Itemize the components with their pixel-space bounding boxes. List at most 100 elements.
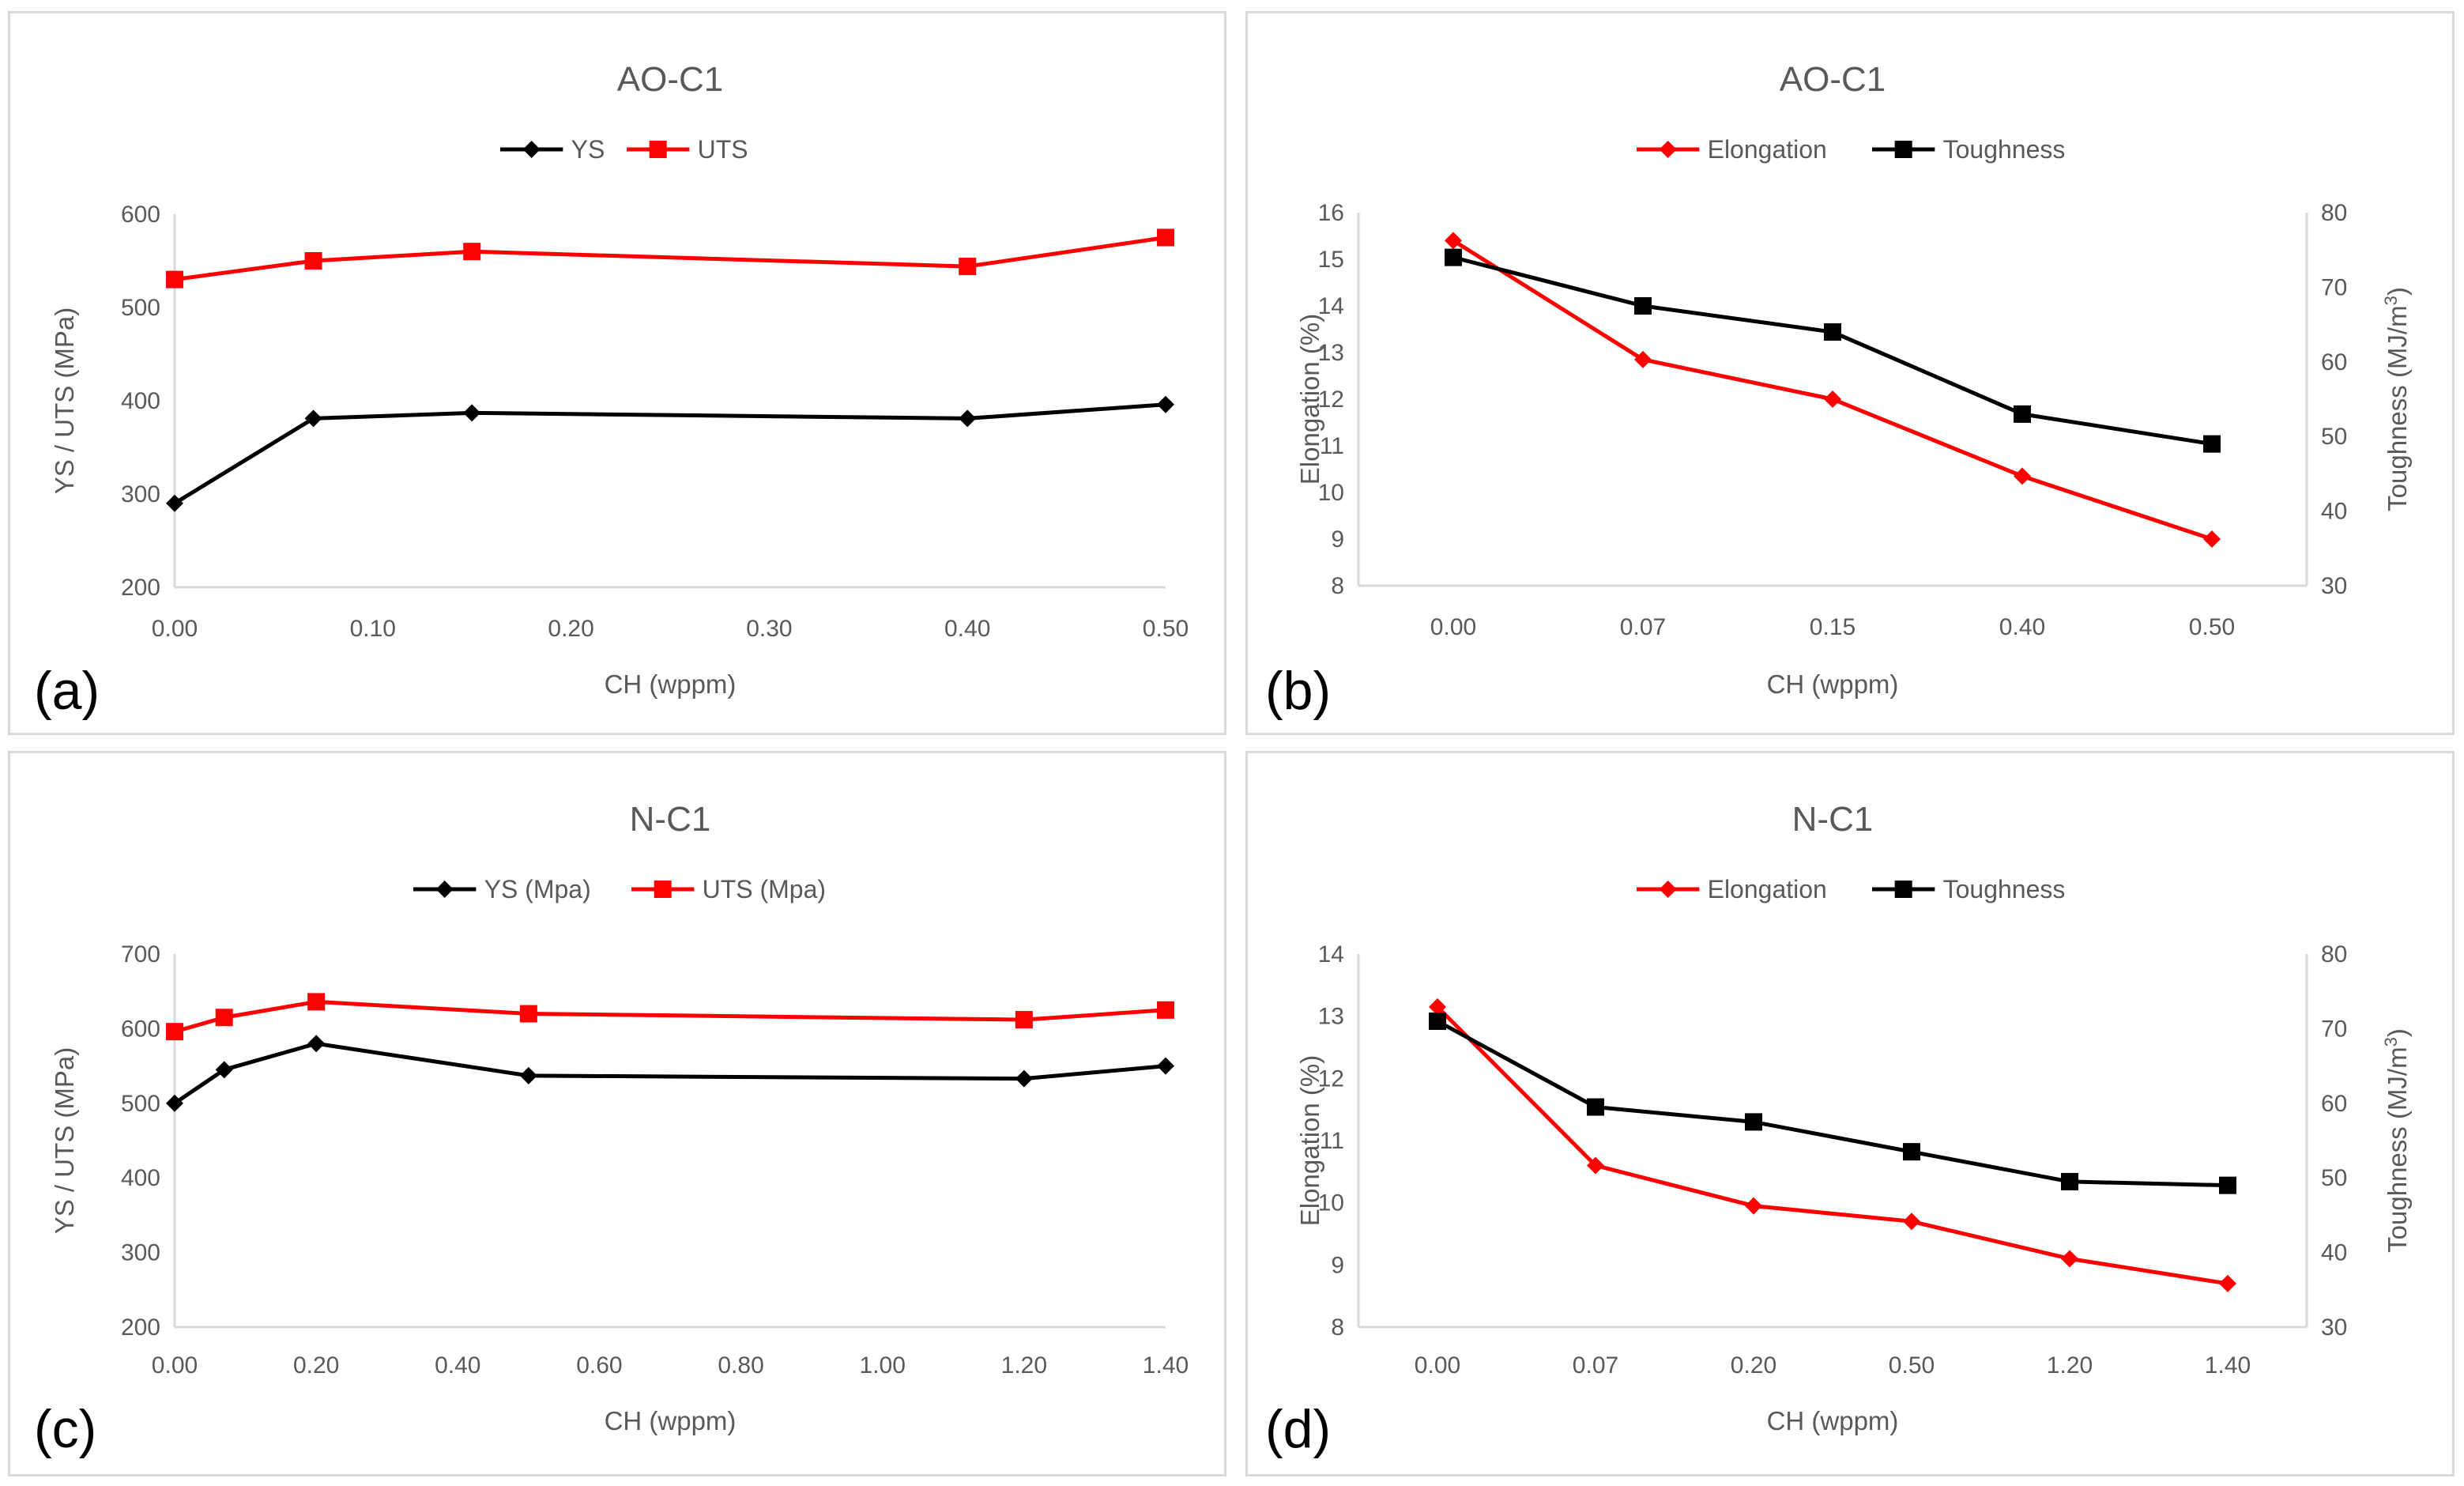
chart-c-series-1-point-4 xyxy=(1015,1011,1033,1029)
chart-c-series-0-point-1 xyxy=(215,1061,233,1079)
chart-b-ytick-4: 12 xyxy=(1318,387,1344,413)
chart-d-series-0-point-4 xyxy=(2061,1250,2078,1268)
chart-c-ytick-2: 400 xyxy=(121,1165,160,1191)
chart-d-x-title: CH (wppm) xyxy=(1767,1406,1899,1435)
chart-b-series-0-point-1 xyxy=(1634,350,1652,368)
chart-a-series-1-point-4 xyxy=(1157,228,1174,247)
chart-a-legend-label-0: YS xyxy=(571,135,605,164)
chart-a-series-0-point-3 xyxy=(959,409,977,428)
chart-d-y2-title-sup: 3 xyxy=(2381,1037,2401,1047)
chart-d-xtick-0: 0.00 xyxy=(1415,1352,1460,1379)
chart-d-ytick-5: 13 xyxy=(1318,1004,1344,1030)
chart-d-series-0-point-1 xyxy=(1587,1156,1604,1175)
chart-d-y2-title: Toughness (MJ/m3) xyxy=(2381,1028,2412,1253)
chart-b-series-1-line xyxy=(1452,255,2213,447)
chart-b-xtick-1: 0.07 xyxy=(1620,614,1666,640)
chart-b-ytick-8: 16 xyxy=(1318,200,1344,226)
chart-c-ytick-5: 700 xyxy=(121,941,160,967)
chart-a-series-0-point-1 xyxy=(304,409,322,428)
chart-c-legend-label-1: UTS (Mpa) xyxy=(703,875,826,903)
chart-a-ytick-4: 600 xyxy=(121,202,160,228)
chart-c-legend-marker-0 xyxy=(435,881,454,898)
chart-d-series-1-point-5 xyxy=(2219,1176,2236,1194)
chart-b-xtick-0: 0.00 xyxy=(1430,614,1476,640)
chart-d-series-1-point-2 xyxy=(1745,1113,1762,1131)
chart-a-ytick-0: 200 xyxy=(121,575,160,601)
chart-d-y2tick-1: 40 xyxy=(2321,1240,2347,1266)
chart-d-xtick-5: 1.40 xyxy=(2205,1352,2251,1379)
chart-b-series-1-point-0 xyxy=(1445,248,1462,266)
chart-b-ytick-6: 14 xyxy=(1318,293,1344,319)
chart-b-series-0-point-2 xyxy=(1824,390,1841,408)
chart-c-xtick-1: 0.20 xyxy=(293,1352,339,1379)
chart-a-xtick-3: 0.30 xyxy=(746,616,792,642)
chart-b-x-title: CH (wppm) xyxy=(1767,669,1899,699)
chart-a-xtick-4: 0.40 xyxy=(944,616,990,642)
chart-d-series-1-point-3 xyxy=(1903,1143,1920,1161)
chart-a-xtick-2: 0.20 xyxy=(548,616,593,642)
chart-c-legend-label-0: YS (Mpa) xyxy=(484,875,591,903)
chart-b-y2tick-4: 70 xyxy=(2321,274,2347,300)
chart-b-xtick-2: 0.15 xyxy=(1810,614,1856,640)
chart-c-xtick-6: 1.20 xyxy=(1001,1352,1047,1379)
chart-c-series-1-point-3 xyxy=(519,1005,537,1023)
chart-b-series-1-point-2 xyxy=(1824,323,1841,341)
chart-b-y2-title-sup: 3 xyxy=(2381,296,2401,305)
chart-b-y2-title-main: Toughness (MJ/m xyxy=(2383,305,2412,511)
chart-a-series-0-line xyxy=(173,402,1166,505)
chart-c-x-title: CH (wppm) xyxy=(605,1406,737,1435)
chart-c-series-1-point-5 xyxy=(1157,1001,1174,1019)
chart-b-legend-marker-0 xyxy=(1659,141,1677,158)
chart-c-title: N-C1 xyxy=(630,800,711,839)
chart-b-title: AO-C1 xyxy=(1780,60,1886,99)
chart-b-series-1-point-3 xyxy=(2014,405,2031,423)
chart-d-series-0-line xyxy=(1436,1005,2229,1286)
chart-d-series-1-point-4 xyxy=(2061,1172,2078,1190)
chart-d-svg: N-C1 Elongation Toughness 8 9 10 11 12 13 14 30 40 5… xyxy=(1265,800,2412,1459)
chart-a-svg: AO-C1 YS UTS 200 300 400 500 600 0.00 0.10 0.20 0.3… xyxy=(34,60,1189,721)
chart-b-xtick-3: 0.40 xyxy=(1999,614,2045,640)
chart-a-y-title: YS / UTS (MPa) xyxy=(50,307,79,495)
chart-b-series-1-point-4 xyxy=(2203,435,2221,453)
chart-d-y2tick-2: 50 xyxy=(2321,1165,2347,1191)
chart-b-y2-title-close: ) xyxy=(2383,287,2412,296)
chart-d-y2-title-close: ) xyxy=(2383,1028,2412,1037)
chart-b-series-0-point-4 xyxy=(2203,530,2221,548)
chart-d-legend-marker-0 xyxy=(1659,881,1677,898)
chart-c-series-1-point-2 xyxy=(307,993,326,1011)
chart-a-series-1-line xyxy=(174,236,1166,282)
chart-a-series-0-point-2 xyxy=(463,404,481,422)
chart-c-xtick-3: 0.60 xyxy=(576,1352,622,1379)
chart-b-series-0-point-0 xyxy=(1445,232,1462,250)
chart-d-panel-label: (d) xyxy=(1265,1399,1331,1459)
chart-b-ytick-0: 8 xyxy=(1331,573,1344,599)
chart-b-ytick-1: 9 xyxy=(1331,526,1344,553)
chart-d-series-0-point-5 xyxy=(2219,1274,2236,1292)
chart-b-y2tick-3: 60 xyxy=(2321,349,2347,375)
chart-b-legend-label-0: Elongation xyxy=(1708,135,1827,164)
chart-a-ytick-2: 400 xyxy=(121,388,160,414)
chart-b-y2tick-1: 40 xyxy=(2321,499,2347,525)
chart-c-series-0-point-5 xyxy=(1157,1057,1174,1075)
chart-panel-a: AO-C1 YS UTS 200 300 400 500 600 0.00 0.10 0.20 0.3… xyxy=(8,11,1226,735)
chart-c-ytick-1: 300 xyxy=(121,1240,160,1266)
chart-d-legend-marker-1 xyxy=(1894,881,1912,898)
chart-d-series-1-line xyxy=(1436,1019,2229,1188)
chart-panel-c: N-C1 YS (Mpa) UTS (Mpa) 200 300 400 500 600 700 0… xyxy=(8,751,1226,1477)
chart-c-series-0-point-4 xyxy=(1015,1069,1033,1088)
chart-c-ytick-4: 600 xyxy=(121,1016,160,1042)
chart-d-y-title: Elongation (%) xyxy=(1295,1055,1324,1226)
chart-a-series-1-point-1 xyxy=(304,252,322,270)
chart-d-series-0-point-3 xyxy=(1903,1213,1920,1231)
chart-panel-d: N-C1 Elongation Toughness 8 9 10 11 12 13 14 30 40 5… xyxy=(1245,751,2455,1477)
chart-b-series-1-point-1 xyxy=(1634,297,1652,315)
chart-a-ytick-1: 300 xyxy=(121,481,160,507)
chart-b-panel-label: (b) xyxy=(1265,661,1331,721)
chart-c-xtick-4: 0.80 xyxy=(718,1352,763,1379)
chart-a-panel-label: (a) xyxy=(34,661,100,721)
chart-c-legend-marker-1 xyxy=(654,881,672,898)
chart-d-y2tick-4: 70 xyxy=(2321,1016,2347,1042)
chart-c-xtick-5: 1.00 xyxy=(860,1352,906,1379)
chart-c-series-1-point-1 xyxy=(215,1009,233,1027)
chart-c-series-0-line xyxy=(173,1041,1166,1105)
